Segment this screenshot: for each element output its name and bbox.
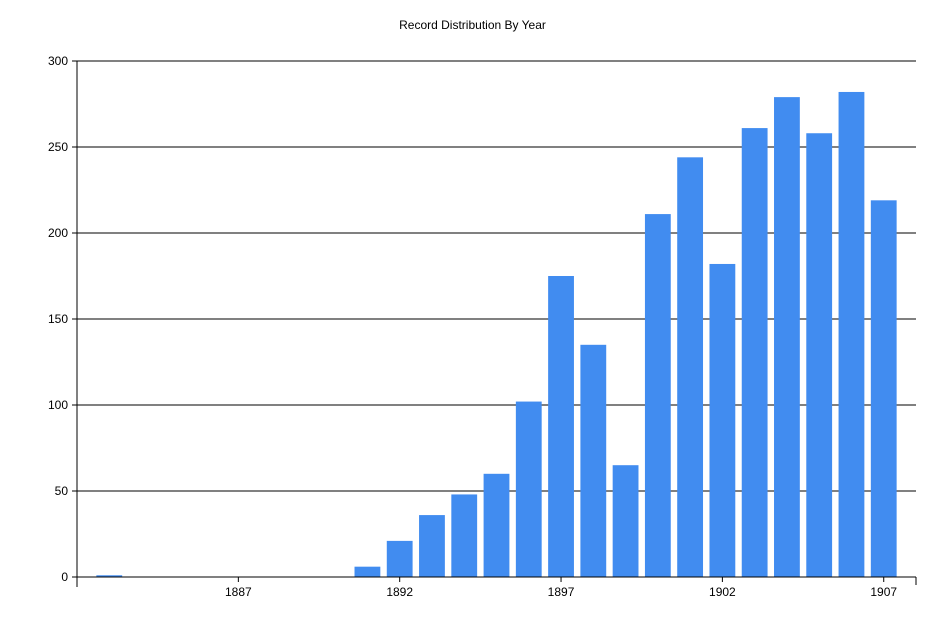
bar-1906 — [838, 91, 865, 578]
y-tick-label: 0 — [61, 570, 68, 584]
x-tick-label: 1902 — [709, 585, 736, 599]
bar-1902 — [709, 263, 736, 577]
x-tick-label: 1887 — [225, 585, 252, 599]
bar-1900 — [644, 214, 671, 577]
bar-1901 — [677, 157, 704, 577]
bar-1894 — [451, 494, 478, 577]
bar-1898 — [580, 344, 607, 577]
bar-1897 — [548, 276, 574, 577]
bar-layer — [96, 91, 897, 578]
y-tick-label: 250 — [48, 140, 68, 154]
y-tick-label: 150 — [48, 312, 68, 326]
bar-1896 — [515, 401, 542, 577]
bar-1883 — [96, 575, 123, 577]
bar-1905 — [806, 133, 833, 578]
y-tick-label: 50 — [55, 484, 69, 498]
x-tick-label: 1897 — [548, 585, 575, 599]
bar-1899 — [612, 465, 639, 577]
bar-1891 — [354, 566, 381, 577]
y-tick-label: 200 — [48, 226, 68, 240]
y-tick-label: 100 — [48, 398, 68, 412]
bar-1907 — [870, 200, 897, 577]
bar-1892 — [386, 540, 413, 577]
bar-1903 — [741, 128, 768, 577]
bar-1904 — [774, 97, 800, 578]
bar-1893 — [419, 515, 445, 577]
x-tick-label: 1907 — [870, 585, 897, 599]
y-tick-label: 300 — [48, 54, 68, 68]
bar-1895 — [483, 473, 510, 577]
chart-title: Record Distribution By Year — [399, 18, 546, 32]
x-tick-label: 1892 — [386, 585, 413, 599]
axis-layer: 0 50 100 150 200 250 300 1887 1892 1897 1902 1907 — [48, 54, 917, 599]
